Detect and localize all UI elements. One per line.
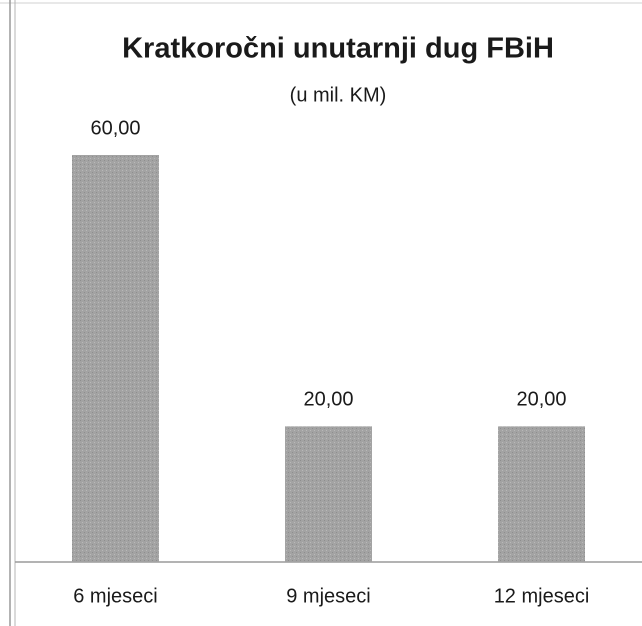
x-tick-label: 12 mjeseci xyxy=(494,585,590,607)
x-tick-label: 6 mjeseci xyxy=(73,585,157,607)
data-label: 60,00 xyxy=(90,117,140,139)
bar-texture xyxy=(72,155,159,562)
data-label: 20,00 xyxy=(516,389,566,411)
data-label: 20,00 xyxy=(303,389,353,411)
chart-subtitle: (u mil. KM) xyxy=(290,84,387,106)
bar-texture xyxy=(285,426,372,562)
chart-title: Kratkoročni unutarnji dug FBiH xyxy=(122,33,554,65)
x-tick-label: 9 mjeseci xyxy=(286,585,370,607)
bar-texture xyxy=(498,426,585,562)
